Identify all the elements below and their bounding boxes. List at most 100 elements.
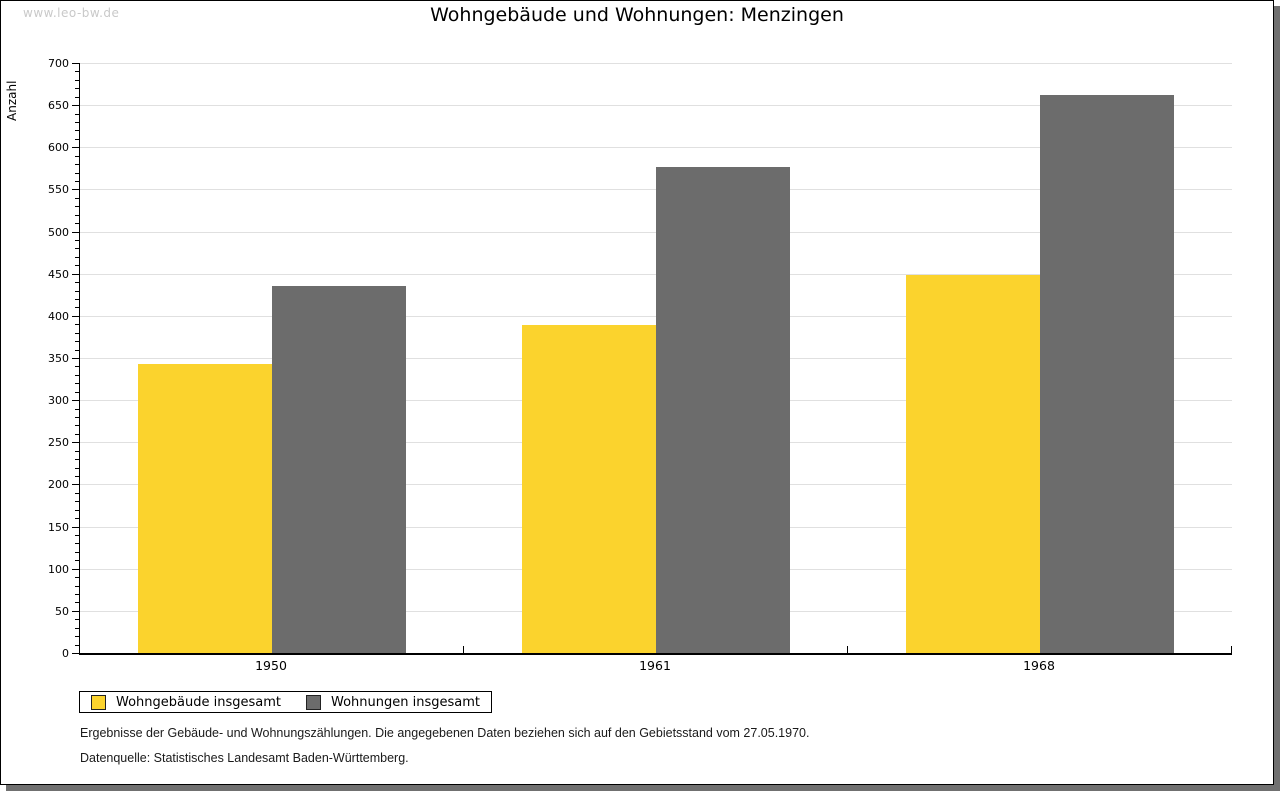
y-tick-label: 50	[55, 605, 69, 618]
legend-label-wohngebaeude: Wohngebäude insgesamt	[116, 694, 281, 710]
x-category-label: 1968	[1023, 658, 1055, 673]
x-axis-labels: 1950 1961 1968	[79, 658, 1231, 676]
y-axis-labels: 0 50 100 150 200 250 300 350 400 450 500 550 600 650 7…	[1, 57, 69, 660]
x-boundary-tick	[847, 646, 848, 653]
y-minor-tick	[75, 173, 79, 174]
legend-swatch-gray-icon	[306, 694, 321, 710]
y-minor-tick	[75, 333, 79, 334]
y-axis-ticks	[72, 63, 79, 654]
y-minor-tick	[75, 425, 79, 426]
gridline	[80, 147, 1232, 148]
y-minor-tick	[75, 181, 79, 182]
legend-item-wohnungen: Wohnungen insgesamt	[306, 694, 480, 710]
y-minor-tick	[75, 602, 79, 603]
y-major-tick	[72, 274, 79, 275]
bar-wohngebaeude-1950	[138, 364, 272, 653]
y-minor-tick	[75, 341, 79, 342]
y-minor-tick	[75, 156, 79, 157]
y-minor-tick	[75, 88, 79, 89]
x-boundary-tick	[463, 646, 464, 653]
y-minor-tick	[75, 80, 79, 81]
y-minor-tick	[75, 206, 79, 207]
y-major-tick	[72, 653, 79, 654]
y-minor-tick	[75, 282, 79, 283]
y-minor-tick	[75, 130, 79, 131]
y-minor-tick	[75, 248, 79, 249]
y-minor-tick	[75, 164, 79, 165]
y-major-tick	[72, 611, 79, 612]
y-minor-tick	[75, 628, 79, 629]
gridline	[80, 63, 1232, 64]
y-tick-label: 500	[48, 226, 69, 239]
y-minor-tick	[75, 198, 79, 199]
x-category-label: 1961	[639, 658, 671, 673]
y-minor-tick	[75, 577, 79, 578]
legend: Wohngebäude insgesamt Wohnungen insgesam…	[79, 691, 492, 713]
bar-wohnungen-1950	[272, 286, 406, 653]
y-major-tick	[72, 442, 79, 443]
y-minor-tick	[75, 434, 79, 435]
y-minor-tick	[75, 366, 79, 367]
y-minor-tick	[75, 476, 79, 477]
y-minor-tick	[75, 392, 79, 393]
y-minor-tick	[75, 299, 79, 300]
y-tick-label: 100	[48, 563, 69, 576]
y-minor-tick	[75, 307, 79, 308]
y-minor-tick	[75, 375, 79, 376]
y-major-tick	[72, 147, 79, 148]
y-major-tick	[72, 527, 79, 528]
y-minor-tick	[75, 468, 79, 469]
y-major-tick	[72, 484, 79, 485]
y-tick-label: 150	[48, 521, 69, 534]
y-tick-label: 250	[48, 436, 69, 449]
y-tick-label: 200	[48, 478, 69, 491]
bar-wohngebaeude-1968	[906, 275, 1040, 653]
y-minor-tick	[75, 636, 79, 637]
y-minor-tick	[75, 383, 79, 384]
legend-swatch-yellow-icon	[91, 694, 106, 710]
y-minor-tick	[75, 265, 79, 266]
y-minor-tick	[75, 97, 79, 98]
y-minor-tick	[75, 417, 79, 418]
y-minor-tick	[75, 451, 79, 452]
chart-title: Wohngebäude und Wohnungen: Menzingen	[430, 4, 844, 26]
bar-wohngebaeude-1961	[522, 325, 656, 653]
y-minor-tick	[75, 324, 79, 325]
y-minor-tick	[75, 114, 79, 115]
y-minor-tick	[75, 291, 79, 292]
y-tick-label: 650	[48, 99, 69, 112]
y-tick-label: 300	[48, 394, 69, 407]
x-category-label: 1950	[255, 658, 287, 673]
y-minor-tick	[75, 586, 79, 587]
y-minor-tick	[75, 501, 79, 502]
gridline	[80, 105, 1232, 106]
y-minor-tick	[75, 535, 79, 536]
y-minor-tick	[75, 560, 79, 561]
y-tick-label: 550	[48, 183, 69, 196]
legend-label-wohnungen: Wohnungen insgesamt	[331, 694, 480, 710]
y-minor-tick	[75, 645, 79, 646]
y-minor-tick	[75, 139, 79, 140]
y-minor-tick	[75, 459, 79, 460]
y-major-tick	[72, 400, 79, 401]
y-tick-label: 350	[48, 352, 69, 365]
y-tick-label: 450	[48, 268, 69, 281]
y-minor-tick	[75, 493, 79, 494]
y-minor-tick	[75, 619, 79, 620]
y-minor-tick	[75, 71, 79, 72]
y-tick-label: 400	[48, 310, 69, 323]
x-boundary-tick	[1231, 646, 1232, 653]
y-minor-tick	[75, 215, 79, 216]
y-minor-tick	[75, 510, 79, 511]
y-tick-label: 0	[62, 647, 69, 660]
bar-wohnungen-1968	[1040, 95, 1174, 653]
y-major-tick	[72, 105, 79, 106]
y-minor-tick	[75, 518, 79, 519]
y-major-tick	[72, 358, 79, 359]
y-major-tick	[72, 189, 79, 190]
plot-area	[79, 63, 1232, 655]
y-minor-tick	[75, 350, 79, 351]
y-tick-label: 600	[48, 141, 69, 154]
y-tick-label: 700	[48, 57, 69, 70]
